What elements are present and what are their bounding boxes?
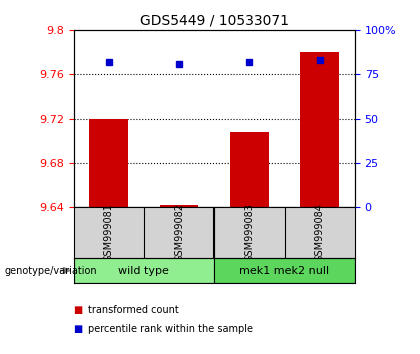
- Text: transformed count: transformed count: [88, 305, 179, 315]
- Bar: [160, 205, 198, 207]
- Bar: [89, 119, 128, 207]
- Bar: [214, 258, 355, 283]
- Title: GDS5449 / 10533071: GDS5449 / 10533071: [140, 13, 289, 28]
- Text: GSM999084: GSM999084: [315, 203, 325, 262]
- Bar: [74, 258, 214, 283]
- Text: ■: ■: [74, 305, 83, 315]
- Text: GSM999082: GSM999082: [174, 203, 184, 262]
- Bar: [230, 132, 269, 207]
- Text: GSM999081: GSM999081: [104, 203, 114, 262]
- Text: ■: ■: [74, 324, 83, 334]
- Text: percentile rank within the sample: percentile rank within the sample: [88, 324, 253, 334]
- Text: GSM999083: GSM999083: [244, 203, 255, 262]
- Bar: [300, 52, 339, 207]
- Text: wild type: wild type: [118, 266, 169, 276]
- Text: genotype/variation: genotype/variation: [4, 266, 97, 276]
- Text: mek1 mek2 null: mek1 mek2 null: [239, 266, 330, 276]
